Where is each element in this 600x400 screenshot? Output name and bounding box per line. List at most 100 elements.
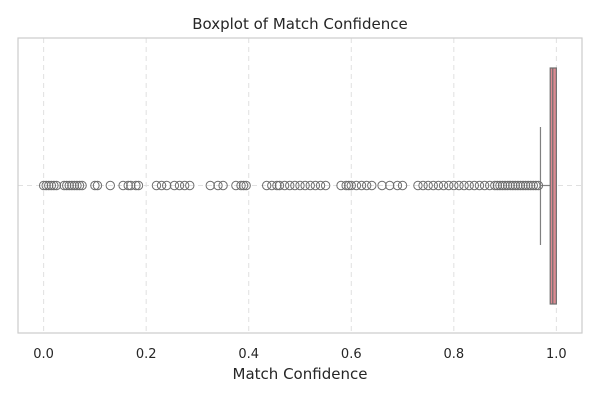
outlier-point: [310, 180, 321, 191]
outlier-point: [123, 180, 133, 191]
x-tick-label: 0.0: [33, 347, 54, 362]
outlier-point: [41, 180, 51, 191]
outlier-point: [485, 180, 495, 191]
outlier-point: [523, 180, 533, 191]
outlier-point: [59, 180, 69, 191]
outlier-point: [515, 180, 526, 191]
outlier-point: [518, 180, 528, 191]
outlier-point: [492, 180, 503, 191]
x-axis-ticks: 0.0 0.2 0.4 0.6 0.8 1.0: [33, 347, 566, 362]
outlier-point: [126, 180, 136, 191]
outlier-point: [72, 180, 82, 191]
outlier-point: [385, 180, 395, 191]
outlier-point: [397, 180, 408, 191]
outlier-point: [67, 180, 77, 191]
outlier-point: [213, 180, 223, 191]
outlier-point: [238, 180, 249, 191]
outlier-point: [62, 180, 72, 191]
outlier-point: [438, 180, 449, 191]
outlier-point: [274, 180, 285, 191]
outlier-point: [174, 180, 185, 191]
outlier-point: [513, 180, 523, 191]
chart-title: Boxplot of Match Confidence: [192, 15, 408, 33]
outlier-point: [51, 180, 62, 191]
outliers: [38, 180, 544, 191]
outlier-point: [218, 180, 228, 191]
outlier-point: [413, 180, 423, 191]
outlier-point: [495, 180, 505, 191]
outlier-point: [64, 180, 74, 191]
outlier-point: [231, 180, 241, 191]
outlier-point: [474, 180, 485, 191]
outlier-point: [526, 180, 536, 191]
outlier-point: [38, 180, 49, 191]
outlier-point: [392, 180, 403, 191]
outlier-point: [290, 180, 300, 191]
outlier-point: [433, 180, 444, 191]
outlier-point: [118, 180, 128, 191]
x-axis-label: Match Confidence: [233, 365, 368, 383]
outlier-point: [500, 180, 510, 191]
outlier-point: [151, 180, 162, 191]
outlier-point: [205, 180, 215, 191]
outlier-point: [131, 180, 141, 191]
outlier-point: [531, 180, 541, 191]
outlier-point: [423, 180, 433, 191]
outlier-point: [367, 180, 377, 191]
outlier-point: [74, 180, 85, 191]
outlier-point: [510, 180, 521, 191]
outlier-point: [361, 180, 372, 191]
outlier-point: [533, 180, 544, 191]
x-tick-label: 0.4: [238, 347, 259, 362]
outlier-point: [185, 180, 195, 191]
outlier-point: [454, 180, 464, 191]
outlier-point: [46, 180, 57, 191]
x-tick-label: 0.6: [341, 347, 362, 362]
outlier-point: [241, 180, 251, 191]
outlier-point: [479, 180, 490, 191]
outlier-point: [285, 180, 295, 191]
outlier-point: [179, 180, 190, 191]
outlier-point: [505, 180, 515, 191]
outlier-point: [346, 180, 356, 191]
outlier-point: [305, 180, 315, 191]
outlier-point: [377, 180, 387, 191]
outlier-point: [528, 180, 538, 191]
outlier-point: [161, 180, 172, 191]
plot-frame: [17, 37, 583, 334]
outlier-point: [261, 180, 272, 191]
outlier-point: [490, 180, 500, 191]
outlier-point: [520, 180, 531, 191]
outlier-point: [508, 180, 518, 191]
outlier-point: [169, 180, 180, 191]
outlier-point: [356, 180, 367, 191]
outlier-point: [300, 180, 310, 191]
outlier-point: [497, 180, 508, 191]
outlier-point: [69, 180, 80, 191]
outlier-point: [49, 180, 59, 191]
outlier-point: [502, 180, 513, 191]
outlier-point: [464, 180, 474, 191]
outlier-point: [133, 180, 144, 191]
outlier-point: [272, 180, 282, 191]
x-tick-label: 0.2: [136, 347, 157, 362]
outlier-point: [44, 180, 54, 191]
x-tick-label: 1.0: [546, 347, 567, 362]
outlier-point: [428, 180, 439, 191]
outlier-point: [267, 180, 277, 191]
outlier-point: [105, 180, 115, 191]
outlier-point: [77, 180, 87, 191]
outlier-point: [156, 180, 167, 191]
x-tick-label: 0.8: [443, 347, 464, 362]
outlier-point: [92, 180, 103, 191]
outlier-point: [341, 180, 351, 191]
outlier-point: [459, 180, 469, 191]
outlier-point: [351, 180, 362, 191]
outlier-point: [90, 180, 100, 191]
outlier-point: [315, 180, 326, 191]
outlier-point: [295, 180, 305, 191]
outlier-point: [469, 180, 480, 191]
outlier-point: [443, 180, 454, 191]
outlier-point: [236, 180, 246, 191]
